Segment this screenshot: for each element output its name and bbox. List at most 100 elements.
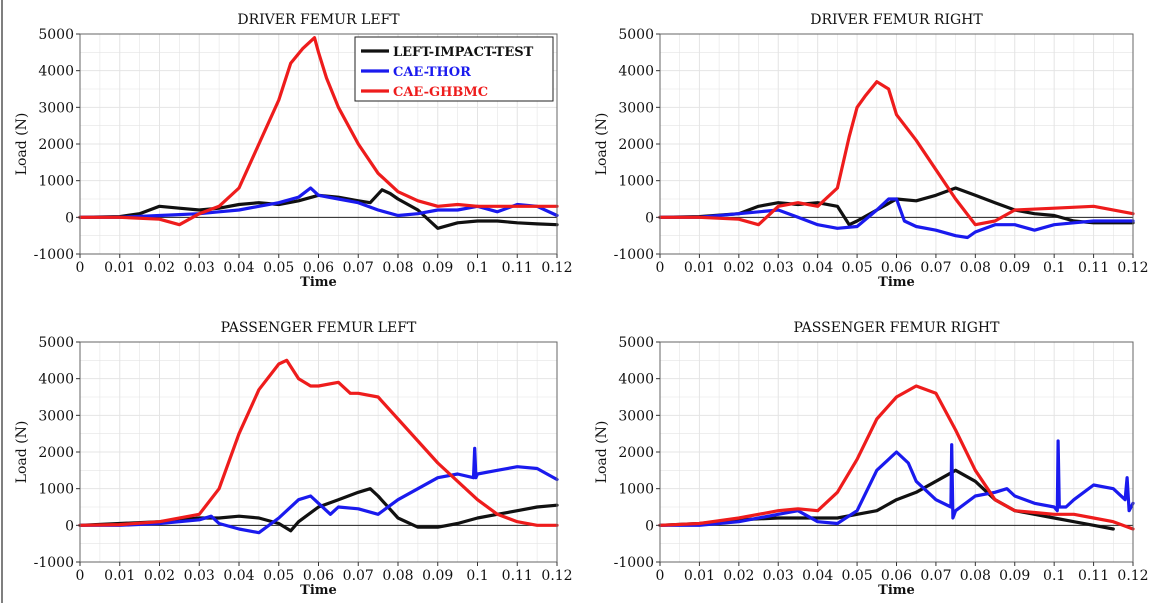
- x-tick-label: 0.11: [1078, 568, 1109, 584]
- series-line-ghbmc: [78, 358, 559, 527]
- series-line-test: [78, 188, 559, 230]
- x-axis-label: Time: [878, 275, 915, 290]
- series-line-ghbmc: [78, 36, 559, 227]
- y-tick-label: 2000: [618, 445, 654, 461]
- x-tick-label: 0.09: [999, 568, 1030, 584]
- x-tick-label: 0.01: [104, 260, 135, 276]
- x-axis-label: Time: [300, 583, 337, 598]
- x-tick-label: 0: [76, 568, 85, 584]
- x-tick-label: 0.07: [343, 568, 374, 584]
- y-axis-label: Load (N): [14, 421, 30, 484]
- x-tick-label: 0.12: [541, 260, 572, 276]
- x-tick-label: 0.02: [723, 260, 754, 276]
- y-tick-label: 2000: [38, 445, 74, 461]
- y-tick-label: 3000: [618, 408, 654, 424]
- y-tick-label: 0: [65, 518, 74, 534]
- x-tick-label: 0.12: [1117, 568, 1148, 584]
- y-tick-label: 1000: [38, 174, 74, 190]
- chart-title: DRIVER FEMUR RIGHT: [810, 12, 983, 28]
- series-line-ghbmc: [658, 384, 1135, 531]
- series-line-test: [658, 468, 1115, 531]
- y-tick-label: 5000: [38, 27, 74, 43]
- x-tick-label: 0.03: [763, 260, 794, 276]
- x-tick-label: 0.02: [144, 260, 175, 276]
- x-tick-label: 0.06: [881, 260, 912, 276]
- x-tick-label: 0: [76, 260, 85, 276]
- x-tick-label: 0.11: [502, 568, 533, 584]
- y-tick-label: -1000: [34, 555, 74, 571]
- x-tick-label: 0.07: [343, 260, 374, 276]
- y-tick-label: 5000: [618, 27, 654, 43]
- x-tick-label: 0.1: [466, 568, 488, 584]
- legend-label-thor: CAE-THOR: [393, 65, 471, 80]
- x-tick-label: 0.01: [684, 568, 715, 584]
- y-tick-label: 3000: [38, 100, 74, 116]
- y-tick-label: 1000: [38, 482, 74, 498]
- x-axis-label: Time: [300, 275, 337, 290]
- series-line-thor: [78, 186, 559, 219]
- series-line-test: [78, 487, 559, 533]
- x-tick-label: 0.1: [1043, 568, 1065, 584]
- series-line-ghbmc: [658, 80, 1135, 227]
- x-tick-label: 0.04: [223, 260, 254, 276]
- chart-panel-1: 0 0.01 0.02 0.03 0.04 0.05 0.06 0.07 0.08 0.09 0.1…: [14, 12, 573, 290]
- x-tick-label: 0.01: [104, 568, 135, 584]
- chart-title: PASSENGER FEMUR LEFT: [221, 320, 417, 336]
- x-tick-label: 0.08: [960, 260, 991, 276]
- y-tick-label: 1000: [618, 174, 654, 190]
- x-tick-label: 0.03: [184, 568, 215, 584]
- x-tick-label: 0.01: [684, 260, 715, 276]
- y-tick-label: 0: [645, 518, 654, 534]
- chart-title: PASSENGER FEMUR RIGHT: [794, 320, 1001, 336]
- y-tick-label: 4000: [38, 64, 74, 80]
- y-tick-label: 0: [65, 210, 74, 226]
- x-tick-label: 0: [656, 260, 665, 276]
- x-tick-label: 0.06: [303, 260, 334, 276]
- x-tick-label: 0.12: [1117, 260, 1148, 276]
- x-tick-label: 0.03: [763, 568, 794, 584]
- legend-label-test: LEFT-IMPACT-TEST: [393, 45, 534, 60]
- x-tick-label: 0.07: [920, 568, 951, 584]
- y-axis-label: Load (N): [594, 421, 610, 484]
- series-line-thor: [658, 197, 1135, 240]
- chart-panel-3: 0 0.01 0.02 0.03 0.04 0.05 0.06 0.07 0.08 0.09 0.1…: [14, 320, 573, 598]
- series-line-thor: [658, 439, 1135, 527]
- y-tick-label: 4000: [618, 372, 654, 388]
- x-tick-label: 0.07: [920, 260, 951, 276]
- y-tick-label: 1000: [618, 482, 654, 498]
- x-tick-label: 0.09: [999, 260, 1030, 276]
- legend: LEFT-IMPACT-TEST CAE-THOR CAE-GHBMC: [354, 36, 554, 102]
- y-tick-label: 5000: [38, 335, 74, 351]
- y-tick-label: -1000: [614, 555, 654, 571]
- series-line-thor: [78, 446, 559, 535]
- x-tick-label: 0.08: [382, 568, 413, 584]
- x-tick-label: 0.09: [422, 260, 453, 276]
- x-tick-label: 0.03: [184, 260, 215, 276]
- x-tick-label: 0.04: [802, 260, 833, 276]
- y-tick-label: 2000: [38, 137, 74, 153]
- x-tick-label: 0.02: [144, 568, 175, 584]
- chart-panel-2: 0 0.01 0.02 0.03 0.04 0.05 0.06 0.07 0.08 0.09 0.1…: [594, 12, 1149, 290]
- y-tick-label: 3000: [38, 408, 74, 424]
- x-tick-label: 0.1: [466, 260, 488, 276]
- x-tick-label: 0.06: [881, 568, 912, 584]
- y-tick-label: 4000: [618, 64, 654, 80]
- x-tick-label: 0.08: [960, 568, 991, 584]
- y-tick-label: 2000: [618, 137, 654, 153]
- x-tick-label: 0.04: [802, 568, 833, 584]
- y-tick-label: -1000: [614, 247, 654, 263]
- x-tick-label: 0.05: [841, 260, 872, 276]
- x-tick-label: 0.08: [382, 260, 413, 276]
- y-tick-label: 5000: [618, 335, 654, 351]
- x-tick-label: 0.09: [422, 568, 453, 584]
- x-tick-label: 0.02: [723, 568, 754, 584]
- x-tick-label: 0: [656, 568, 665, 584]
- legend-label-ghbmc: CAE-GHBMC: [393, 85, 488, 100]
- x-tick-label: 0.06: [303, 568, 334, 584]
- x-tick-label: 0.05: [841, 568, 872, 584]
- y-axis-label: Load (N): [14, 113, 30, 176]
- chart-panel-4: 0 0.01 0.02 0.03 0.04 0.05 0.06 0.07 0.08 0.09 0.1…: [594, 320, 1149, 598]
- y-tick-label: 0: [645, 210, 654, 226]
- y-axis-label: Load (N): [594, 113, 610, 176]
